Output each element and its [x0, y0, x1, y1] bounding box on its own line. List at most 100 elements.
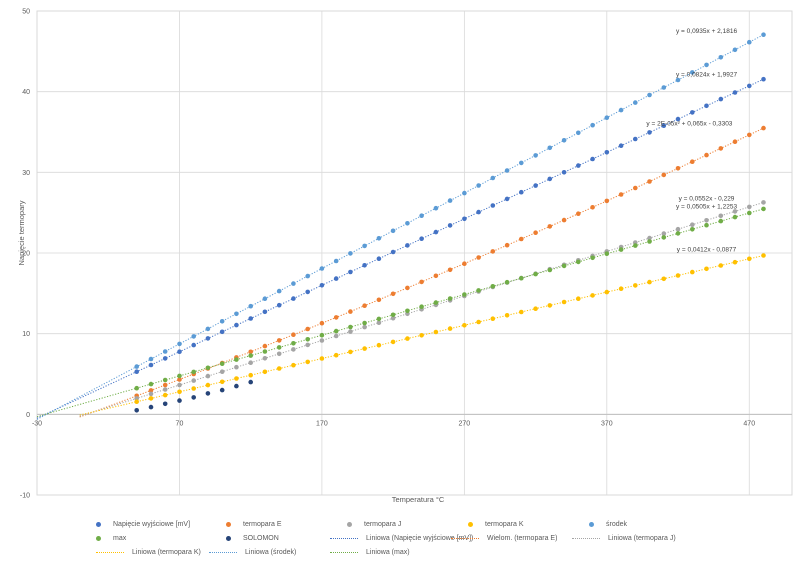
data-point [604, 251, 610, 256]
data-point [476, 209, 481, 215]
data-point [376, 236, 382, 241]
data-point [504, 196, 510, 202]
data-point [376, 320, 382, 326]
data-point [433, 273, 439, 279]
data-point [447, 223, 453, 228]
data-point [262, 356, 268, 361]
data-point [390, 228, 396, 234]
data-point [732, 90, 738, 95]
legend-marker [96, 536, 101, 541]
data-point [490, 284, 496, 289]
data-point [390, 315, 396, 321]
trendline-equation: y = 0,0824x + 1,9927 [676, 71, 737, 78]
data-point [262, 369, 268, 375]
data-point [262, 343, 268, 349]
data-point [618, 107, 624, 113]
trendline-equation: y = 0,0412x - 0,0877 [677, 246, 737, 253]
data-point [305, 337, 311, 342]
data-point [134, 408, 139, 413]
data-point [348, 309, 353, 314]
data-point [333, 315, 339, 320]
y-axis-title: Napięcie termopary [17, 200, 26, 265]
legend-item: Liniowa (środek) [209, 549, 296, 556]
data-point [319, 356, 325, 361]
data-point [276, 366, 282, 371]
data-point [519, 189, 524, 195]
data-point [661, 231, 667, 236]
data-point [732, 47, 738, 53]
data-point [747, 210, 752, 216]
data-point [390, 249, 396, 255]
data-point [761, 206, 766, 212]
x-tick-label: 470 [743, 420, 755, 427]
legend-marker [226, 536, 231, 541]
data-point [162, 392, 168, 398]
legend-marker [209, 552, 237, 553]
legend-marker [330, 552, 358, 553]
data-point [590, 293, 595, 298]
data-point [305, 273, 311, 279]
data-point [590, 205, 595, 210]
data-point [433, 205, 439, 211]
data-point [747, 83, 752, 89]
data-point [661, 85, 667, 90]
data-point [647, 235, 652, 241]
data-point [219, 361, 225, 367]
data-point [447, 267, 453, 273]
data-point [276, 338, 282, 343]
legend-label: środek [606, 521, 628, 528]
legend-label: termopara K [485, 521, 524, 528]
data-point [633, 243, 638, 248]
data-point [490, 249, 496, 254]
data-point [319, 332, 325, 338]
data-point [419, 236, 424, 241]
data-point [262, 296, 268, 302]
data-point [291, 281, 296, 286]
legend-label: Liniowa (środek) [245, 549, 297, 556]
data-point [704, 103, 709, 109]
data-point [561, 138, 567, 143]
data-point [219, 387, 225, 393]
data-point [305, 342, 311, 348]
data-point [462, 216, 467, 222]
data-point [761, 125, 766, 131]
data-point [305, 326, 311, 332]
data-point [561, 263, 567, 269]
data-point [191, 369, 196, 375]
data-point [348, 269, 353, 275]
data-point [718, 146, 724, 151]
legend-label: termopara J [364, 521, 402, 528]
data-point [761, 253, 766, 258]
data-point [547, 145, 553, 151]
data-point [205, 382, 211, 388]
data-point [234, 376, 239, 381]
data-point [177, 377, 182, 382]
data-point [661, 276, 667, 282]
data-point [675, 77, 681, 83]
data-point [504, 279, 510, 285]
data-point [732, 209, 738, 214]
data-point [162, 401, 168, 407]
data-point [704, 152, 709, 158]
x-tick-label: -30 [32, 420, 42, 427]
data-point [362, 303, 367, 309]
data-point [704, 266, 709, 272]
data-point [547, 176, 553, 182]
data-point [177, 341, 182, 347]
trendline-equation: y = 0,0935x + 2,1816 [676, 28, 737, 35]
data-point [718, 263, 724, 268]
legend-item: Liniowa (max) [330, 549, 410, 556]
legend-item: Liniowa (termopara J) [572, 535, 676, 542]
data-point [604, 150, 610, 155]
data-point [533, 230, 538, 235]
data-point [191, 386, 196, 391]
data-point [504, 313, 510, 318]
data-point [433, 300, 439, 305]
y-tick-label: -10 [20, 493, 30, 500]
trendline-equation: y = 0,0505x + 1,2253 [676, 204, 737, 211]
trendline-equation: y = 2E-05x² + 0,065x - 0,3303 [646, 121, 732, 128]
legend-marker [468, 522, 473, 527]
data-point [547, 267, 553, 273]
data-point [576, 296, 581, 302]
data-point [690, 227, 695, 232]
